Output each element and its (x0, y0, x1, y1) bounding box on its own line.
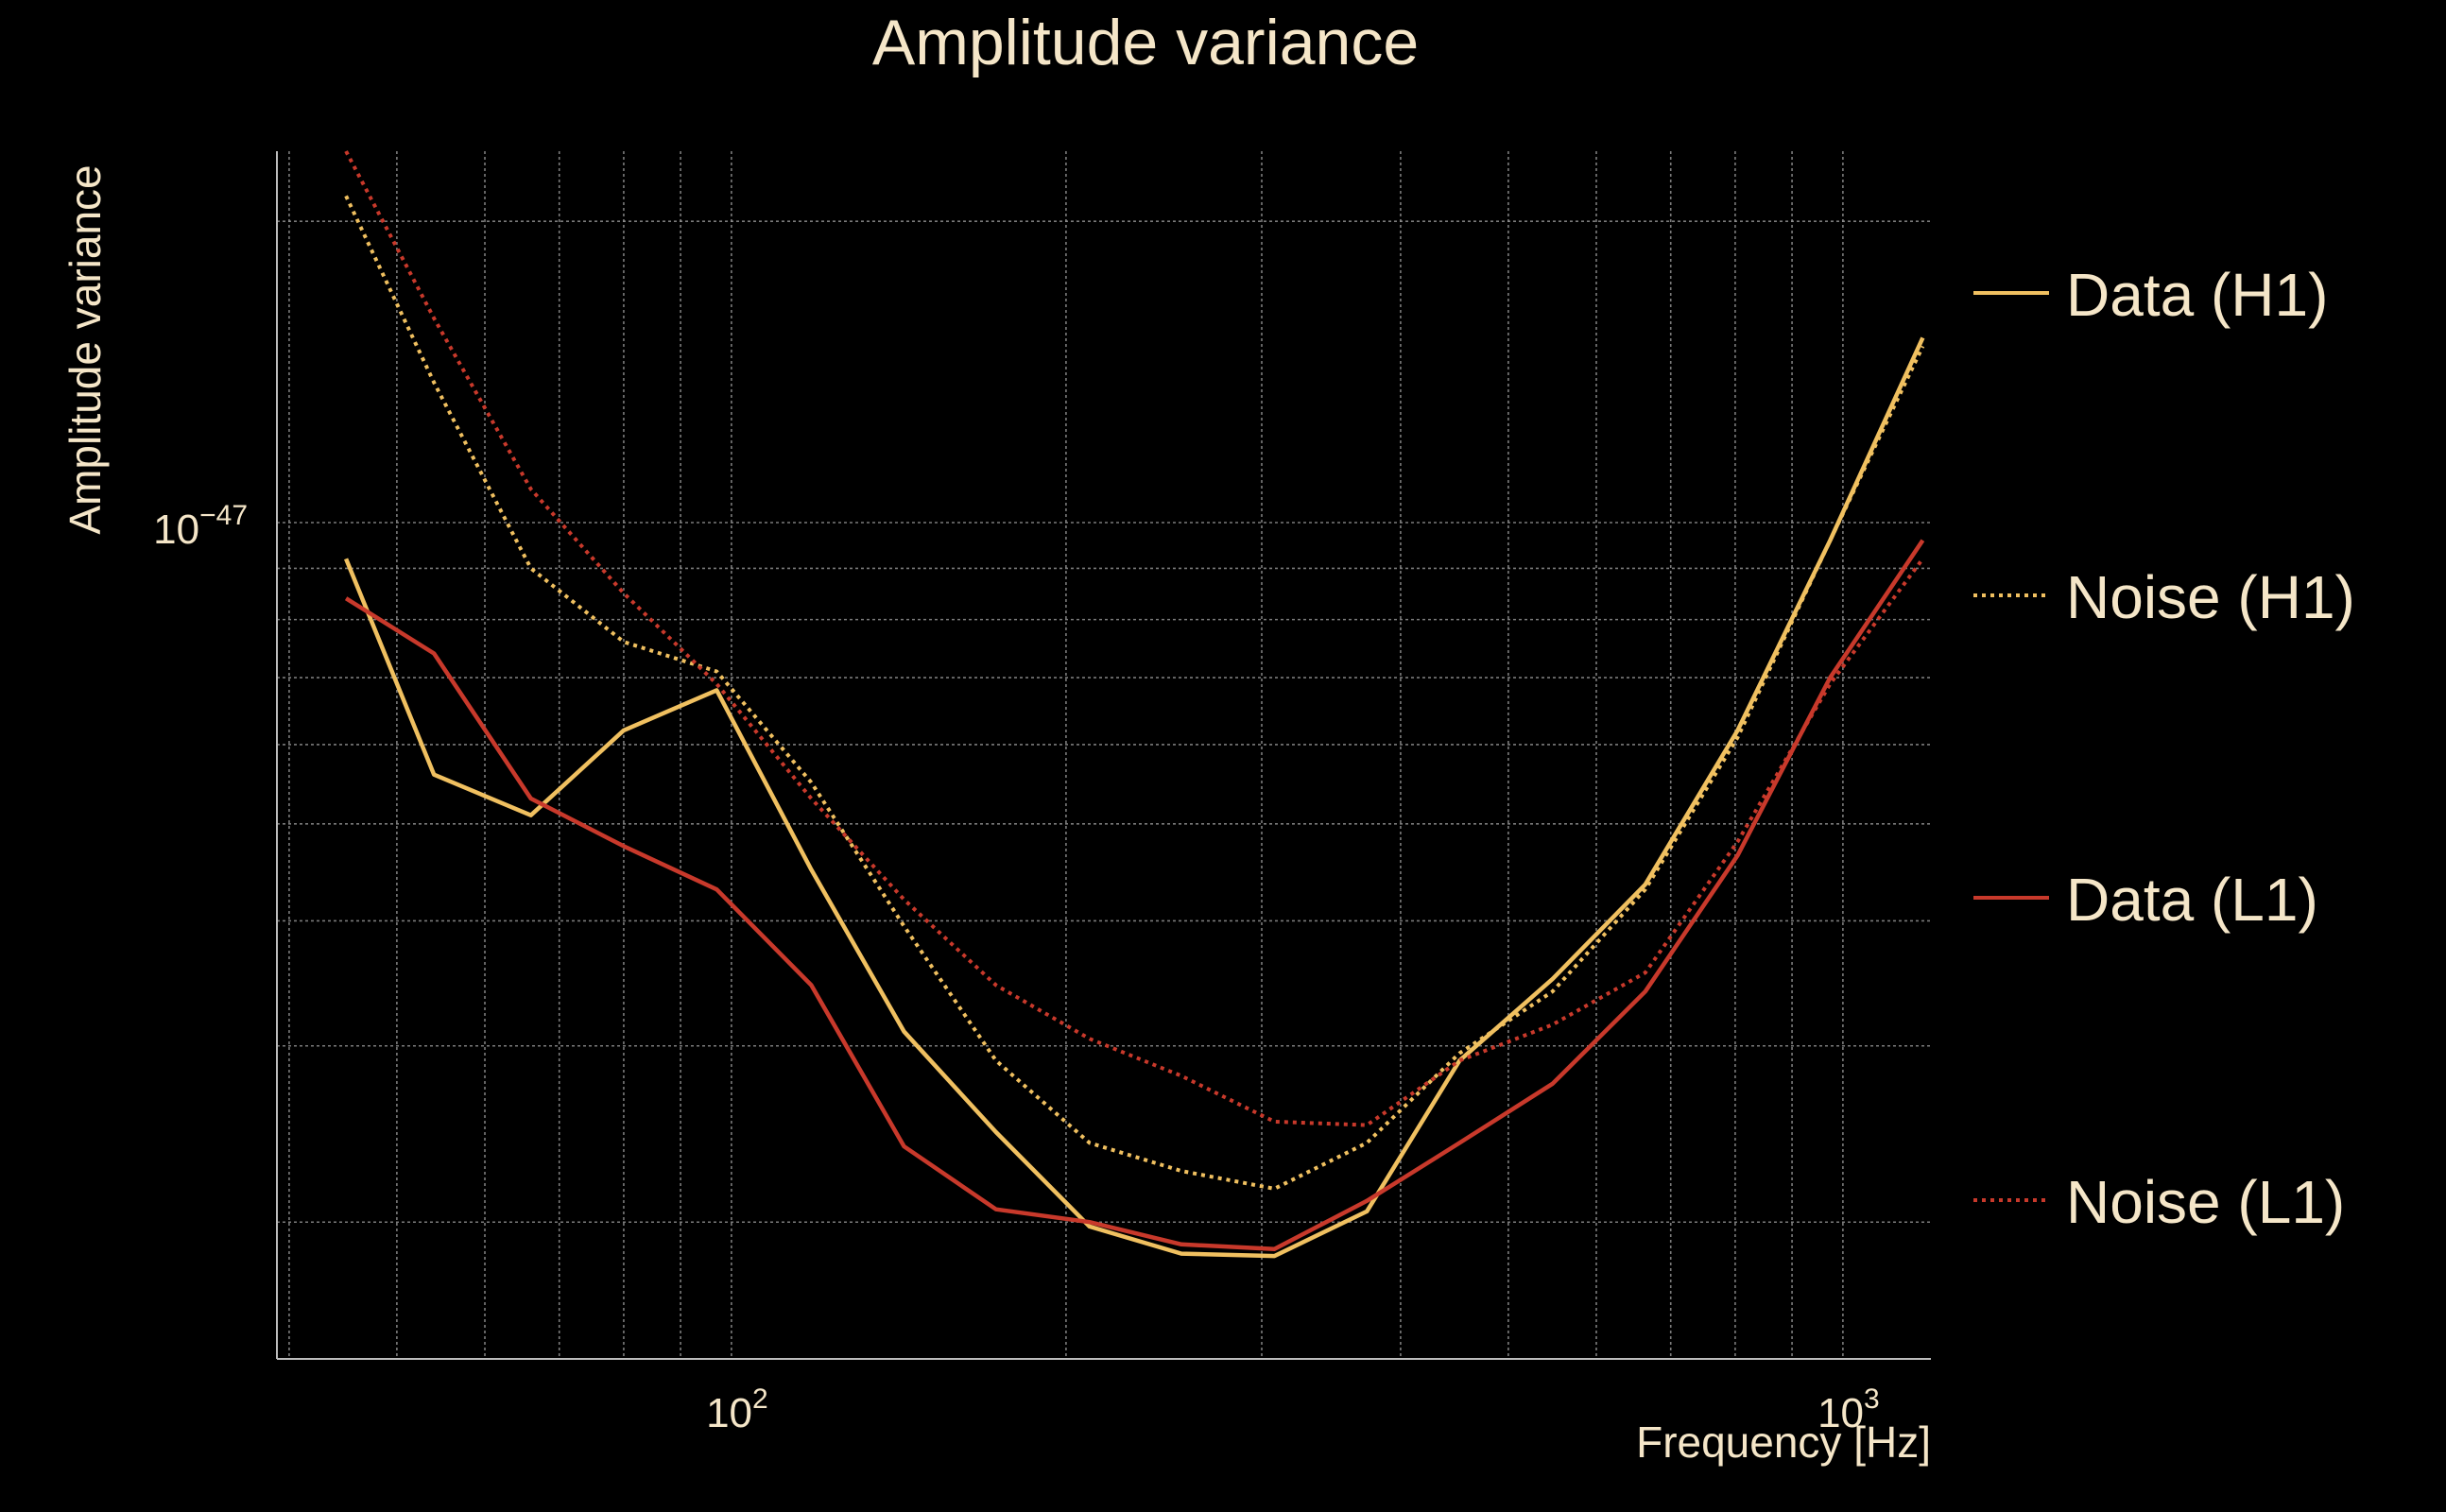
series-line-data-l1 (344, 539, 1925, 1251)
legend-label: Noise (H1) (2066, 563, 2355, 631)
legend-item-data-h1: Data (H1) (1973, 261, 2328, 329)
series-line-noise-l1 (344, 150, 1925, 1127)
legend: Data (H1) Noise (H1) Data (L1) Noise (L1) (1973, 261, 2355, 1236)
chart-title: Amplitude variance (872, 7, 1419, 78)
series-lines (344, 150, 1925, 1259)
grid-lines (277, 151, 1931, 1359)
legend-label: Data (H1) (2066, 261, 2328, 329)
legend-item-data-l1: Data (L1) (1973, 866, 2318, 934)
y-tick-label: 10−47 (153, 500, 248, 553)
tick-labels: 102 103 10−47 (153, 500, 1880, 1436)
y-axis-label: Amplitude variance (60, 164, 110, 534)
legend-label: Data (L1) (2066, 866, 2318, 934)
series-line-data-h1 (344, 336, 1925, 1259)
axes (276, 151, 1931, 1360)
legend-item-noise-l1: Noise (L1) (1973, 1168, 2345, 1236)
legend-item-noise-h1: Noise (H1) (1973, 563, 2355, 631)
x-axis-label: Frequency [Hz] (1636, 1418, 1931, 1467)
x-tick-label: 102 (706, 1383, 768, 1436)
legend-label: Noise (L1) (2066, 1168, 2345, 1236)
x-tick-label: 103 (1817, 1383, 1880, 1436)
